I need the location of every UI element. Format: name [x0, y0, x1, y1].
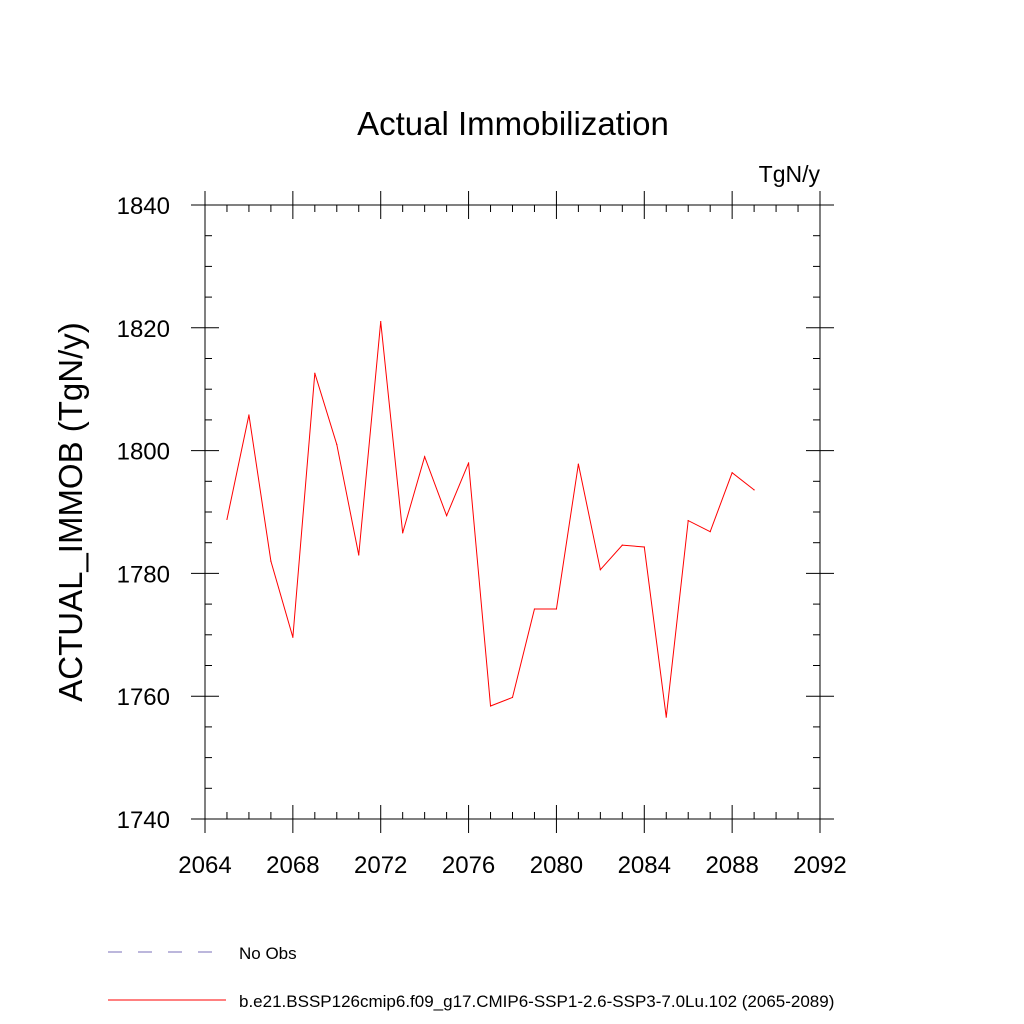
data-point	[489, 705, 492, 707]
y-tick-label: 1760	[117, 684, 170, 711]
y-tick-label: 1780	[117, 561, 170, 588]
x-tick-label: 2068	[266, 852, 319, 879]
data-point	[424, 456, 426, 458]
data-point	[358, 554, 360, 556]
data-point	[467, 462, 470, 464]
y-tick-label: 1820	[117, 316, 170, 343]
data-point	[731, 472, 733, 474]
x-tick-label: 2088	[705, 852, 758, 879]
y-axis-label: ACTUAL_IMMOB (TgN/y)	[52, 322, 89, 702]
data-point	[402, 532, 404, 534]
x-tick-label: 2072	[354, 852, 407, 879]
data-point	[533, 608, 536, 610]
data-point	[555, 608, 558, 610]
data-point	[314, 372, 316, 374]
data-series	[226, 321, 755, 718]
x-tick-label: 2076	[442, 852, 495, 879]
data-point	[709, 531, 711, 533]
data-point	[248, 414, 250, 416]
data-point	[687, 519, 689, 522]
data-point	[665, 716, 667, 718]
y-tick-label: 1740	[117, 807, 170, 834]
legend-label: b.e21.BSSP126cmip6.f09_g17.CMIP6-SSP1-2.…	[239, 992, 834, 1011]
units-label: TgN/y	[759, 161, 821, 187]
x-tick-label: 2084	[618, 852, 671, 879]
data-point	[753, 489, 755, 491]
axis-ticks	[191, 191, 834, 833]
data-point	[621, 544, 623, 546]
data-point	[599, 569, 601, 571]
y-tick-label: 1800	[117, 439, 170, 466]
y-tick-label: 1840	[117, 193, 170, 220]
data-point	[292, 636, 294, 638]
data-point	[270, 560, 272, 562]
data-point	[336, 443, 338, 446]
x-tick-label: 2080	[530, 852, 583, 879]
data-point	[577, 463, 579, 465]
tick-labels: 2064 2068 2072 2076 2080 2084 2088 2092 1740 1760…	[117, 193, 847, 879]
chart-title: Actual Immobilization	[357, 105, 669, 142]
x-tick-label: 2064	[178, 852, 231, 879]
legend-label: No Obs	[239, 944, 297, 963]
data-point	[226, 518, 228, 520]
legend: No Obs b.e21.BSSP126cmip6.f09_g17.CMIP6-S…	[108, 944, 834, 1011]
data-point	[380, 321, 382, 323]
data-point	[446, 515, 448, 517]
data-point	[511, 696, 514, 699]
x-tick-label: 2092	[793, 852, 846, 879]
data-point	[643, 546, 645, 548]
